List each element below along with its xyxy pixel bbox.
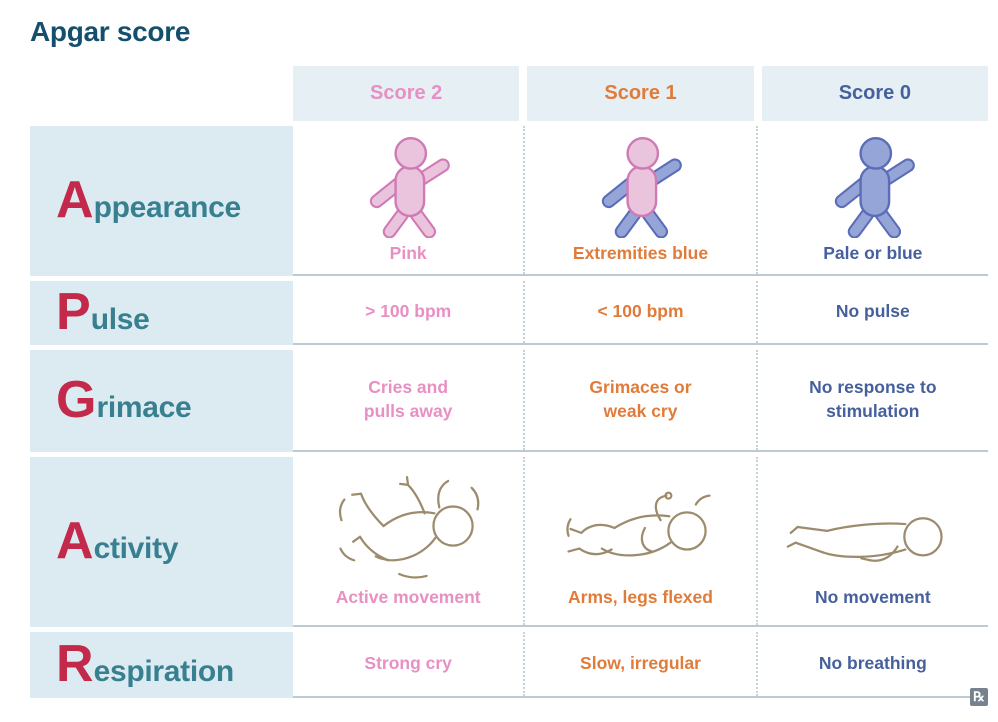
baby-no-movement-drawing [786, 517, 943, 563]
apgar-word-activity: ctivity [93, 532, 179, 565]
header-score-1: Score 1 [527, 66, 754, 121]
cell-activity-score1: Arms, legs flexed [523, 457, 755, 625]
cell-activity-score0: No movement [755, 457, 988, 625]
cell-pulse-score0: No pulse [755, 281, 988, 343]
apgar-letter-a: A [56, 171, 94, 229]
cell-caption: No movement [814, 587, 931, 608]
cell-grimace-score0: No response to stimulation [755, 350, 988, 450]
header-score-0: Score 0 [761, 66, 988, 121]
cell-caption: Pink [389, 242, 427, 263]
cell-pulse-score2: > 100 bpm [365, 301, 452, 322]
header-cells: Score 2 Score 1 Score 0 [293, 66, 988, 121]
table-header-row: Score 2 Score 1 Score 0 [30, 66, 988, 121]
apgar-letter-g: G [56, 371, 97, 429]
apgar-letter-p: P [56, 283, 91, 341]
apgar-word-appearance: ppearance [93, 191, 242, 224]
cell-caption: Arms, legs flexed [568, 587, 713, 608]
cell-caption: Pale or blue [823, 242, 923, 263]
rx-logo-icon: ℞ [970, 688, 988, 706]
cell-caption: Active movement [335, 587, 481, 608]
row-appearance-cells: Pink Extremities blue [293, 126, 988, 276]
apgar-word-respiration: espiration [93, 655, 235, 688]
cell-grimace-score2: Cries and pulls away [363, 377, 453, 421]
apgar-word-pulse: ulse [90, 303, 150, 336]
baby-figure-extremities-blue-icon [602, 136, 683, 238]
cell-respiration-score2: Strong cry [364, 653, 452, 674]
apgar-word-grimace: rimace [96, 391, 192, 424]
apgar-letter-r: R [56, 635, 94, 693]
cell-activity-score2: Active movement [293, 457, 523, 625]
cell-appearance-score1: Extremities blue [523, 126, 755, 274]
cell-respiration-score0: No breathing [755, 632, 988, 696]
cell-appearance-score2: Pink [293, 126, 523, 274]
row-activity-cells: Active movement [293, 457, 988, 627]
baby-limbs-flexed-drawing [566, 491, 712, 557]
baby-figure-pink-icon [369, 136, 451, 238]
row-respiration-cells: Strong cry Slow, irregular No breathing [293, 632, 988, 698]
page-title: Apgar score [30, 16, 191, 47]
cell-caption: Extremities blue [572, 242, 709, 263]
header-spacer [30, 66, 293, 121]
baby-active-movement-drawing [339, 476, 480, 579]
header-score-2: Score 2 [293, 66, 520, 121]
cell-grimace-score1: Grimaces or weak cry [523, 350, 755, 450]
apgar-letter-a2: A [56, 512, 94, 570]
row-pulse-cells: > 100 bpm < 100 bpm No pulse [293, 281, 988, 345]
baby-figure-blue-icon [834, 136, 915, 238]
row-grimace-cells: Cries and pulls away Grimaces or weak cr… [293, 350, 988, 452]
cell-appearance-score0: Pale or blue [755, 126, 988, 274]
cell-respiration-score1: Slow, irregular [523, 632, 755, 696]
cell-pulse-score1: < 100 bpm [523, 281, 755, 343]
